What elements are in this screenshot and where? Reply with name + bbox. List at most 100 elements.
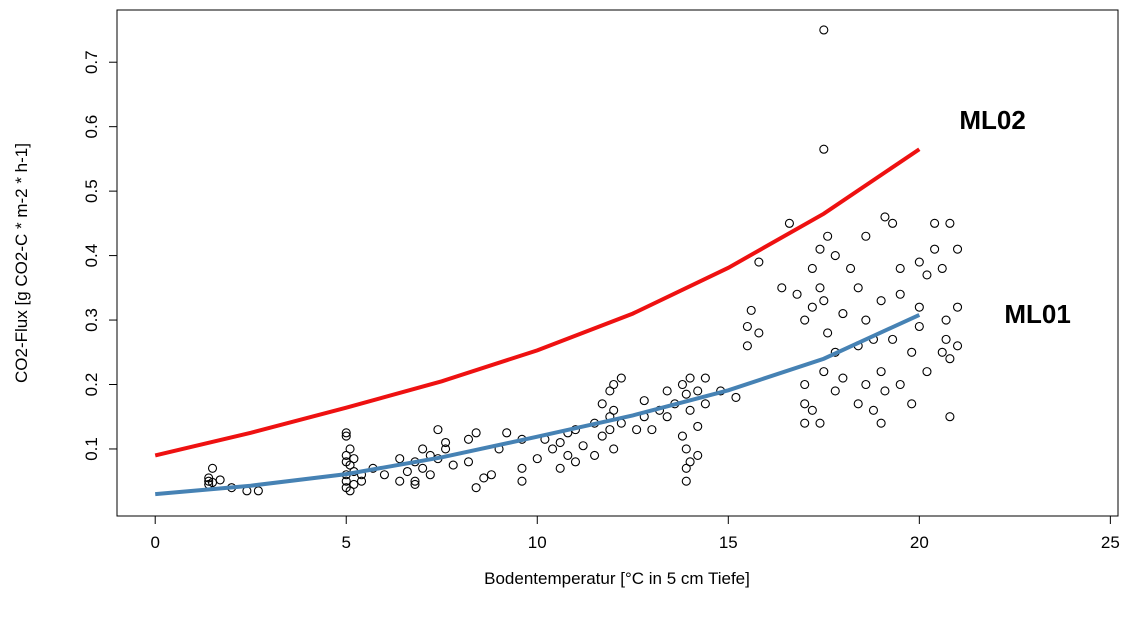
- plot-frame: [116, 9, 1119, 517]
- data-point: [471, 483, 481, 493]
- data-point: [597, 431, 607, 441]
- data-point: [395, 476, 405, 486]
- data-point: [402, 466, 412, 477]
- data-point: [349, 454, 359, 464]
- data-point: [605, 425, 615, 435]
- data-point: [880, 386, 890, 396]
- y-axis-label: CO2-Flux [g CO2-C * m-2 * h-1]: [12, 143, 31, 383]
- data-point: [563, 450, 573, 460]
- data-point: [578, 441, 588, 451]
- data-point: [616, 373, 626, 383]
- data-point: [895, 263, 905, 274]
- y-tick-label: 0.1: [82, 437, 101, 461]
- data-point: [937, 263, 947, 274]
- data-point: [819, 296, 829, 306]
- data-point: [555, 463, 565, 473]
- data-point: [662, 386, 672, 396]
- data-point: [941, 315, 951, 325]
- data-point: [395, 454, 405, 464]
- data-point: [532, 454, 542, 464]
- data-point: [800, 379, 810, 390]
- data-point: [418, 444, 428, 454]
- data-point: [681, 444, 691, 454]
- data-point: [952, 341, 963, 351]
- data-point: [807, 302, 817, 312]
- curve-label: ML02: [959, 105, 1025, 135]
- data-point: [876, 418, 886, 428]
- data-point: [823, 231, 833, 241]
- data-point: [215, 475, 225, 485]
- data-point: [570, 457, 581, 467]
- x-tick-label: 0: [150, 533, 159, 552]
- y-tick-label: 0.4: [82, 244, 101, 268]
- data-point: [945, 218, 955, 228]
- data-point: [914, 321, 924, 332]
- data-point: [895, 379, 905, 390]
- data-point: [880, 212, 890, 222]
- data-point: [731, 392, 741, 402]
- data-point: [914, 257, 924, 267]
- data-point: [425, 470, 435, 480]
- data-point: [685, 457, 695, 467]
- data-point: [853, 283, 863, 293]
- data-point: [888, 218, 898, 228]
- data-point: [754, 328, 764, 338]
- data-point: [930, 244, 940, 254]
- data-point: [907, 399, 917, 409]
- data-point: [418, 463, 428, 473]
- data-point: [922, 367, 932, 377]
- data-point: [597, 399, 607, 409]
- data-point: [819, 144, 829, 154]
- data-point: [693, 386, 703, 396]
- data-point: [677, 379, 688, 390]
- data-point: [861, 379, 871, 390]
- data-point: [937, 347, 947, 357]
- data-point: [784, 218, 794, 228]
- x-tick-label: 5: [342, 533, 351, 552]
- x-tick-label: 25: [1101, 533, 1120, 552]
- data-point: [502, 428, 512, 438]
- data-point: [815, 283, 825, 293]
- data-point: [486, 470, 496, 480]
- y-tick-label: 0.7: [82, 50, 101, 74]
- data-point: [792, 289, 802, 299]
- data-point: [861, 315, 871, 325]
- data-point: [777, 283, 787, 293]
- data-point: [410, 479, 420, 489]
- data-point: [888, 334, 898, 344]
- data-point: [410, 476, 420, 486]
- data-point: [681, 389, 691, 399]
- data-point: [590, 450, 600, 460]
- x-axis-label: Bodentemperatur [°C in 5 cm Tiefe]: [484, 569, 750, 588]
- data-point: [693, 421, 703, 431]
- data-point: [647, 425, 657, 435]
- data-point: [379, 470, 389, 480]
- data-point: [341, 431, 351, 441]
- data-point: [609, 379, 619, 390]
- data-point: [800, 315, 810, 325]
- data-point: [253, 486, 263, 496]
- data-point: [930, 218, 940, 228]
- data-point: [341, 476, 351, 486]
- data-point: [823, 328, 833, 338]
- data-point: [941, 334, 951, 344]
- data-point: [662, 412, 672, 422]
- data-point: [349, 479, 359, 489]
- data-point: [861, 231, 871, 241]
- data-point: [838, 309, 848, 319]
- data-point: [838, 373, 848, 383]
- data-point: [463, 434, 474, 444]
- data-point: [639, 396, 649, 406]
- data-point: [853, 399, 863, 409]
- data-point: [815, 244, 825, 254]
- data-point: [868, 405, 879, 415]
- data-point: [207, 463, 218, 473]
- data-point: [685, 373, 695, 383]
- data-point: [914, 302, 924, 312]
- data-point: [681, 476, 691, 486]
- data-point: [517, 463, 527, 473]
- data-point: [685, 405, 695, 415]
- data-point: [846, 263, 856, 274]
